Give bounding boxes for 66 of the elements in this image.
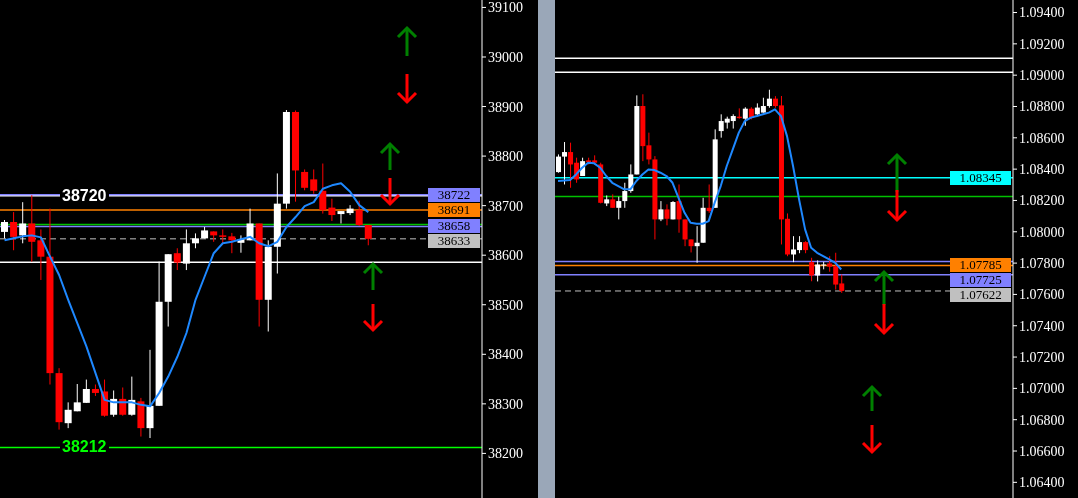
y-tick-label: 1.08400 [1019, 162, 1065, 178]
candlestick [337, 210, 345, 224]
y-tick-label: 38400 [488, 347, 523, 363]
candlestick [658, 200, 664, 222]
y-tick-label: 38300 [488, 396, 523, 412]
ref-line-label: 1.07622 [950, 287, 1011, 303]
y-tick-label: 38700 [488, 198, 523, 214]
ref-line-label: 38633 [428, 233, 480, 249]
candlestick [688, 238, 694, 253]
y-tick-label: 38900 [488, 99, 523, 115]
y-tick-label: 1.09000 [1019, 68, 1065, 84]
candlestick [556, 153, 561, 174]
y-tick-label: 1.08600 [1019, 130, 1065, 146]
y-tick-label: 39100 [488, 0, 523, 16]
ref-line-label: 1.08345 [950, 169, 1011, 185]
candlestick [82, 379, 90, 404]
line-series [557, 108, 843, 271]
candlestick [73, 383, 81, 412]
y-tick-label: 1.07200 [1019, 350, 1065, 366]
annotation: 38212 [60, 437, 109, 458]
y-tick-label: 38600 [488, 248, 523, 264]
candlestick [19, 201, 27, 244]
candlestick [10, 211, 18, 251]
candlestick [562, 141, 568, 185]
y-tick-label: 1.07000 [1019, 381, 1065, 397]
candlestick [37, 228, 45, 281]
y-tick-label: 1.08200 [1019, 193, 1065, 209]
candlestick [173, 247, 181, 271]
y-tick-label: 1.06400 [1019, 475, 1065, 491]
candlestick [1, 219, 8, 239]
y-tick-label: 38500 [488, 297, 523, 313]
y-tick-label: 1.06600 [1019, 443, 1065, 459]
candlestick [228, 232, 236, 254]
candlestick [64, 401, 72, 429]
ref-line-label: 38691 [428, 202, 480, 218]
candlestick [622, 182, 628, 209]
candlestick [809, 257, 815, 282]
y-tick-label: 1.07400 [1019, 318, 1065, 334]
ref-line-label: 38722 [428, 186, 480, 202]
candlestick [319, 163, 327, 215]
candlestick [742, 106, 748, 127]
y-tick-label: 1.07600 [1019, 287, 1065, 303]
y-tick-label: 38200 [488, 446, 523, 462]
y-tick-label: 1.06800 [1019, 412, 1065, 428]
y-tick-label: 1.07800 [1019, 256, 1065, 272]
candlestick [664, 203, 670, 226]
y-tick-label: 1.08000 [1019, 224, 1065, 240]
y-tick-label: 1.09400 [1019, 5, 1065, 21]
candlestick [328, 198, 336, 222]
candlestick [301, 168, 309, 191]
candlestick [28, 194, 36, 263]
candlestick [682, 218, 688, 247]
y-tick-label: 1.08800 [1019, 99, 1065, 115]
y-tick-label: 1.09200 [1019, 36, 1065, 52]
ref-line-label: 1.07725 [950, 272, 1011, 288]
candlestick [310, 168, 318, 195]
candlestick [346, 204, 354, 216]
y-tick-label: 38800 [488, 149, 523, 165]
y-tick-label: 39000 [488, 49, 523, 65]
annotation: 38720 [60, 185, 109, 206]
candlestick [616, 196, 622, 220]
candlestick [355, 200, 363, 227]
ref-line-label: 38658 [428, 218, 480, 234]
ref-line-label: 1.07785 [950, 257, 1011, 273]
candlestick [146, 349, 154, 439]
candlestick [766, 89, 772, 109]
